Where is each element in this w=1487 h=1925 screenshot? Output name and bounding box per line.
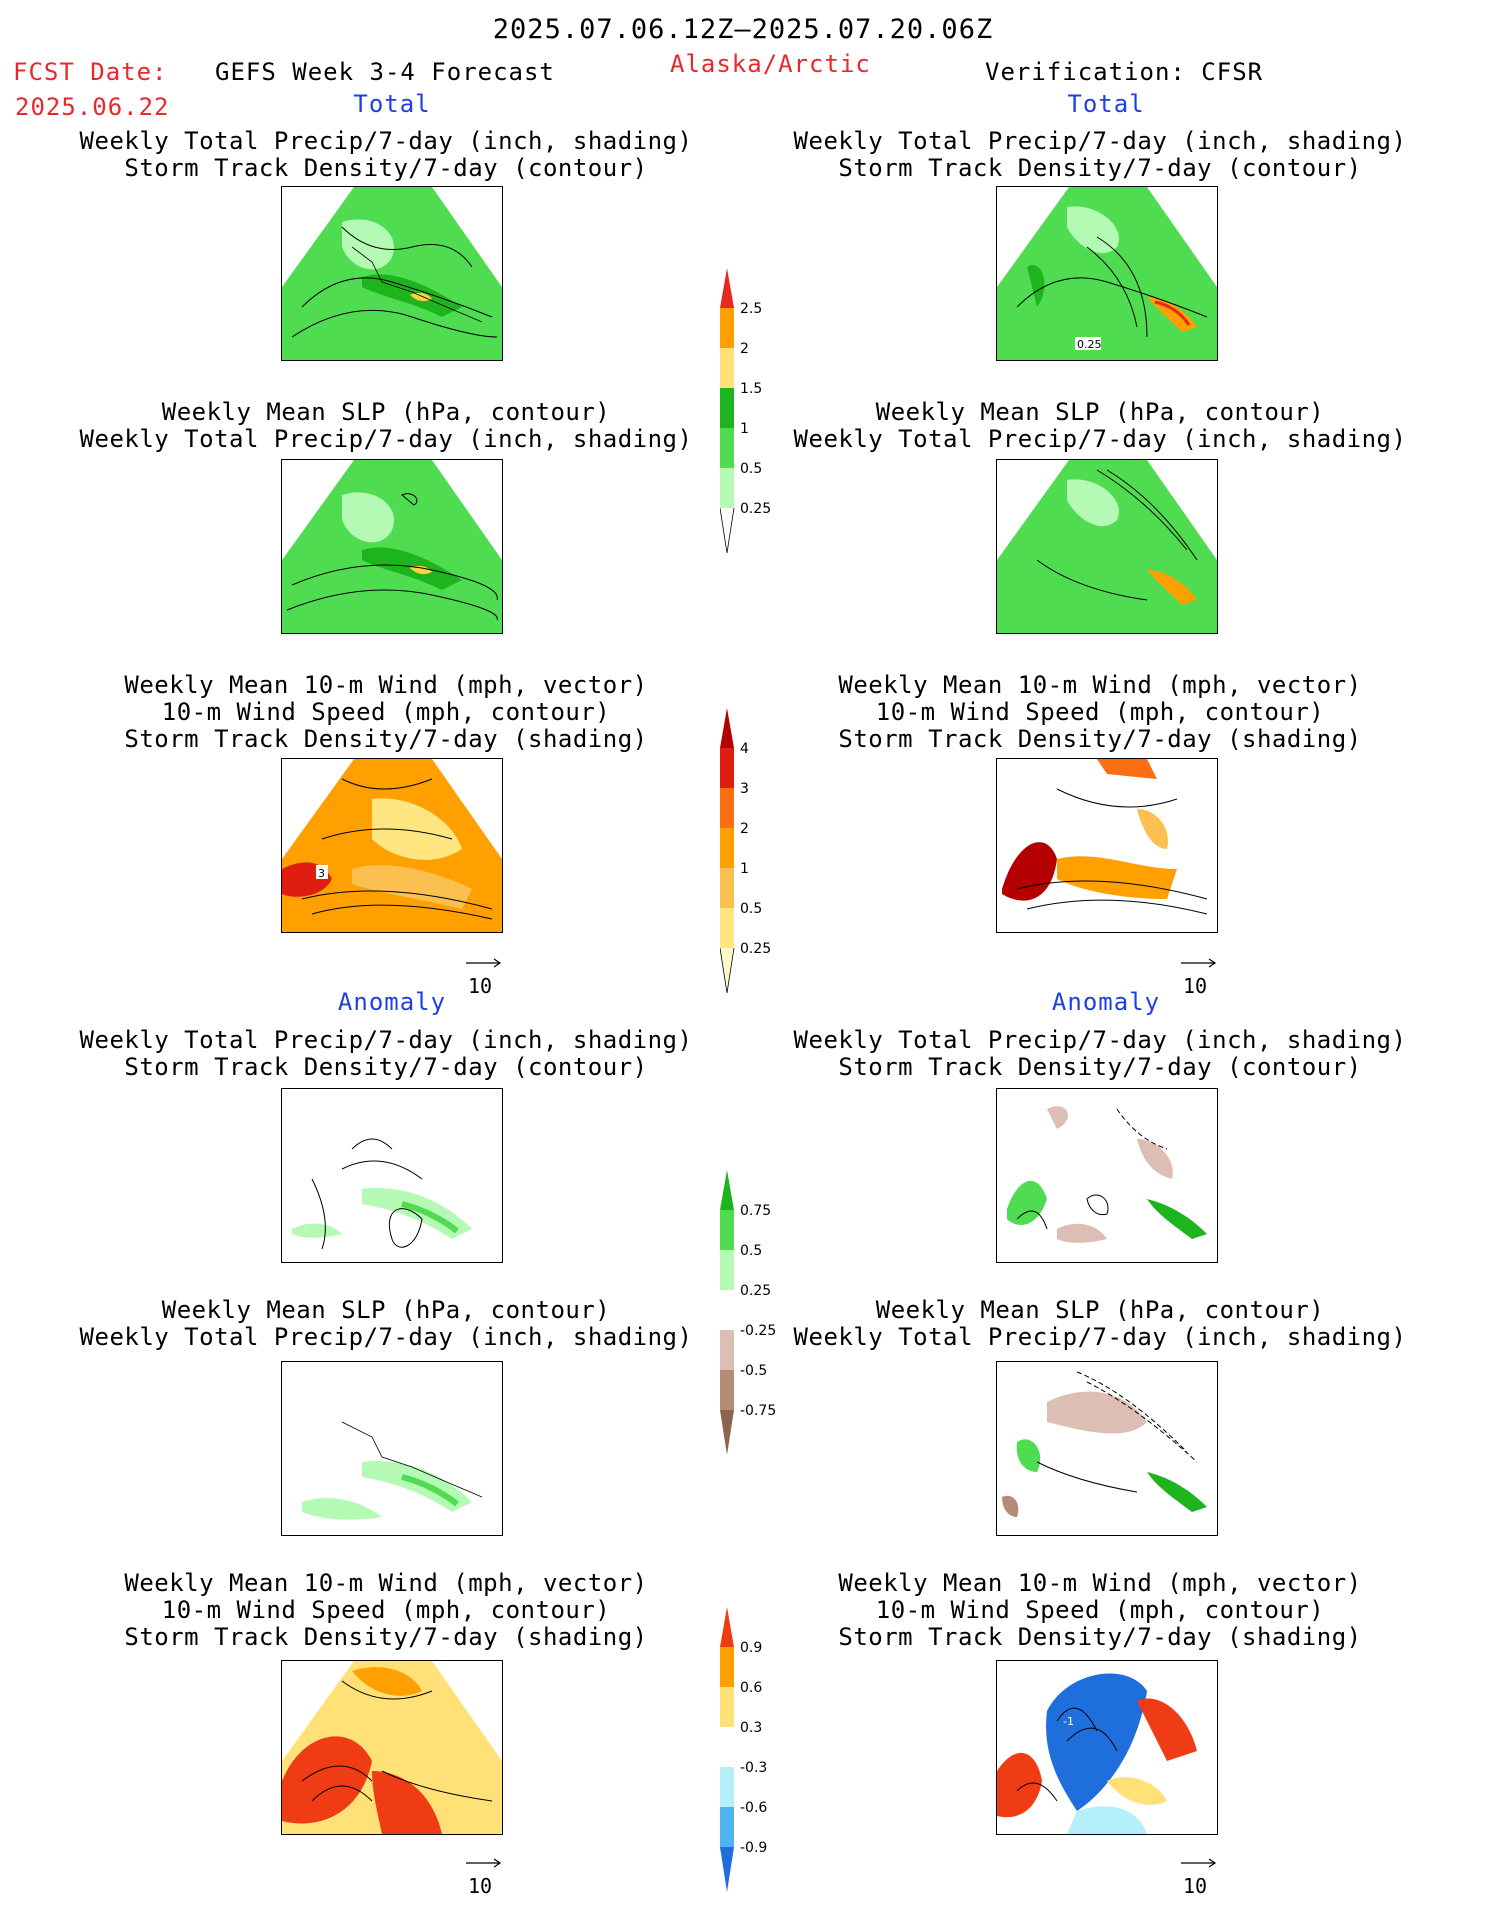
svg-text:4: 4 [740,741,749,757]
svg-text:10: 10 [468,1874,492,1898]
svg-text:0.5: 0.5 [740,1243,762,1259]
map-anom-gefs-slp-precip [281,1361,503,1536]
colorbar-segment [720,1290,734,1330]
map-anom-cfsr-slp-precip [996,1361,1218,1536]
svg-text:-0.5: -0.5 [740,1363,767,1379]
svg-text:0.3: 0.3 [740,1720,762,1736]
colorbar-storm-anom: 0.9 0.6 0.3 -0.3 -0.6 -0.9 [720,1607,800,1901]
svg-text:1: 1 [740,421,749,437]
colorbar-segment [720,1607,734,1647]
colorbar-segment [720,308,734,348]
contour-label: 3 [318,867,325,880]
svg-text:1.5: 1.5 [740,381,762,397]
svg-text:2: 2 [740,821,749,837]
title-anom-gefs-slp-precip: Weekly Mean SLP (hPa, contour) Weekly Tot… [79,1296,693,1351]
region-label: Alaska/Arctic [670,50,871,78]
vector-ref-total-cfsr: 10 [1175,955,1225,1003]
title-anom-cfsr-wind-storm: Weekly Mean 10-m Wind (mph, vector) 10-m … [838,1569,1362,1651]
colorbar-precip-anom: 0.75 0.5 0.25 -0.25 -0.5 -0.75 [720,1170,800,1464]
colorbar-segment [720,708,734,748]
svg-text:0.6: 0.6 [740,1680,762,1696]
title-total-gefs-wind-storm: Weekly Mean 10-m Wind (mph, vector) 10-m … [124,671,648,753]
svg-text:10: 10 [468,974,492,998]
colorbar-segment [720,1410,734,1455]
map-total-gefs-precip-storm [281,186,503,361]
svg-text:0.75: 0.75 [740,1203,771,1219]
svg-text:-0.9: -0.9 [740,1840,767,1856]
colorbar-segment [720,268,734,308]
title-anom-cfsr-slp-precip: Weekly Mean SLP (hPa, contour) Weekly Tot… [793,1296,1407,1351]
contour-label: -1 [1063,1715,1074,1728]
fcst-date-value: 2025.06.22 [15,93,170,121]
svg-text:10: 10 [1183,1874,1207,1898]
contour-label: 0.25 [1077,338,1102,351]
title-total-gefs-slp-precip: Weekly Mean SLP (hPa, contour) Weekly Tot… [79,398,693,453]
map-anom-gefs-precip-storm [281,1088,503,1263]
title-anom-gefs-wind-storm: Weekly Mean 10-m Wind (mph, vector) 10-m … [124,1569,648,1651]
section-anomaly-right: Anomaly [1051,988,1161,1016]
colorbar-segment [720,428,734,468]
vector-ref-anom-gefs: 10 [460,1855,510,1903]
colorbar-storm-total: 4 3 2 1 0.5 0.25 [719,708,790,1002]
vector-ref-total-gefs: 10 [460,955,510,1003]
map-anom-cfsr-precip-storm [996,1088,1218,1263]
colorbar-precip-total: 2.5 2 1.5 1 0.5 0.25 [719,268,790,562]
svg-text:0.5: 0.5 [740,901,762,917]
svg-text:2.5: 2.5 [740,301,762,317]
colorbar-segment [720,1370,734,1410]
colorbar-segment [720,828,734,868]
vector-ref-anom-cfsr: 10 [1175,1855,1225,1903]
title-anom-gefs-precip-storm: Weekly Total Precip/7-day (inch, shading… [79,1026,693,1081]
svg-text:0.25: 0.25 [740,1283,771,1299]
date-range-title: 2025.07.06.12Z–2025.07.20.06Z [492,14,994,45]
svg-text:0.9: 0.9 [740,1640,762,1656]
verification-label: Verification: CFSR [985,58,1264,86]
forecast-name: GEFS Week 3-4 Forecast [215,58,555,86]
title-anom-cfsr-precip-storm: Weekly Total Precip/7-day (inch, shading… [793,1026,1407,1081]
map-anom-gefs-wind-storm [281,1660,503,1835]
map-total-cfsr-precip-storm: 0.25 [996,186,1218,361]
colorbar-segment [720,1847,734,1892]
svg-text:1: 1 [740,861,749,877]
map-total-gefs-wind-storm: 3 [281,758,503,933]
svg-text:-0.25: -0.25 [740,1323,776,1339]
svg-text:-0.3: -0.3 [740,1760,767,1776]
svg-text:-0.6: -0.6 [740,1800,767,1816]
svg-text:2: 2 [740,341,749,357]
colorbar-segment [720,1170,734,1210]
colorbar-segment [720,1210,734,1250]
section-anomaly-left: Anomaly [337,988,447,1016]
map-total-cfsr-wind-storm [996,758,1218,933]
colorbar-segment [720,348,734,388]
colorbar-segment [720,1807,734,1847]
svg-text:10: 10 [1183,974,1207,998]
title-total-cfsr-precip-storm: Weekly Total Precip/7-day (inch, shading… [793,127,1407,182]
colorbar-segment [720,1767,734,1807]
colorbar-segment [720,788,734,828]
fcst-date-label: FCST Date: [13,58,168,86]
svg-text:3: 3 [740,781,749,797]
svg-text:0.25: 0.25 [740,501,771,517]
title-total-gefs-precip-storm: Weekly Total Precip/7-day (inch, shading… [79,127,693,182]
colorbar-segment [720,1330,734,1370]
section-total-left: Total [353,90,431,118]
title-total-cfsr-slp-precip: Weekly Mean SLP (hPa, contour) Weekly Tot… [793,398,1407,453]
map-anom-cfsr-wind-storm: -1 [996,1660,1218,1835]
section-total-right: Total [1067,90,1145,118]
svg-text:-0.75: -0.75 [740,1403,776,1419]
colorbar-segment [720,1647,734,1687]
colorbar-segment [720,908,734,948]
svg-text:0.5: 0.5 [740,461,762,477]
colorbar-segment [720,468,734,508]
colorbar-segment [720,1727,734,1767]
title-total-cfsr-wind-storm: Weekly Mean 10-m Wind (mph, vector) 10-m … [838,671,1362,753]
svg-text:0.25: 0.25 [740,941,771,957]
map-total-gefs-slp-precip [281,459,503,634]
map-total-cfsr-slp-precip [996,459,1218,634]
colorbar-segment [720,748,734,788]
colorbar-segment [720,868,734,908]
colorbar-segment [720,388,734,428]
colorbar-segment [720,1250,734,1290]
colorbar-segment [720,1687,734,1727]
